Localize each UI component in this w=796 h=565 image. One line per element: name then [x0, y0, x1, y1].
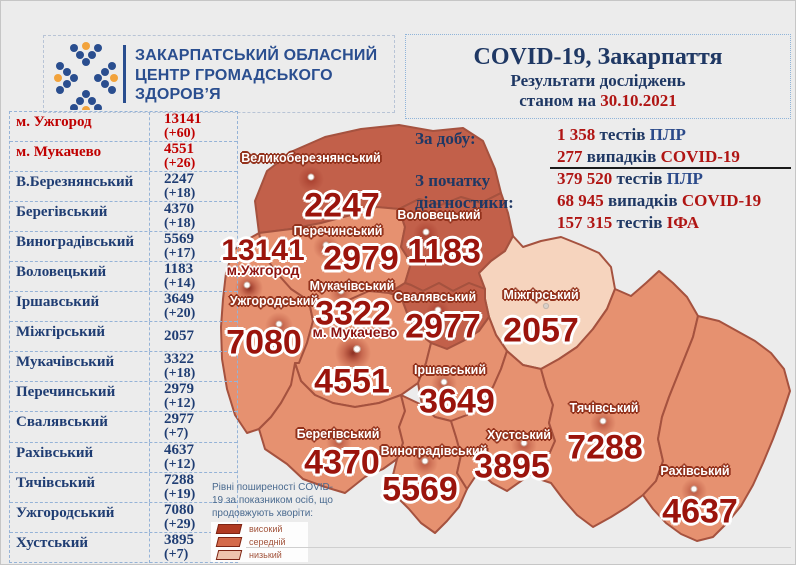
- org-name-line2: ЦЕНТР ГРОМАДСЬКОГО: [135, 66, 333, 84]
- uzhhorod-city-blob: [235, 274, 263, 302]
- report-date: 30.10.2021: [600, 90, 677, 110]
- org-logo-dots-icon: [54, 42, 118, 110]
- map-label-volovetskyi: Воловецький: [397, 208, 481, 222]
- map-value-vynohradivskyi: 5569: [382, 470, 458, 509]
- legend-item-low: низький: [215, 548, 308, 561]
- stat-line-cases-total: 68 945 випадків COVID-19: [557, 191, 762, 210]
- map-value-mukachevo-city: 4551: [314, 362, 390, 401]
- district-shape-berehivskyi: [258, 362, 406, 494]
- map-label-berehivskyi: Берегівський: [296, 427, 380, 441]
- cumulative-label-line1: З початку: [415, 171, 491, 190]
- map-label-mukachevo-city: м. Мукачево: [312, 324, 398, 340]
- table-row: Ужгородський 7080 (+29): [10, 502, 237, 533]
- logo-divider: [123, 45, 126, 103]
- legend-item-high: високий: [215, 522, 308, 535]
- district-shape-rakhivskyi: [642, 315, 791, 542]
- table-row: Воловецький 1183 (+14): [10, 262, 237, 293]
- map-value-irshavskyi: 3649: [419, 382, 495, 421]
- footer-divider: [246, 547, 791, 548]
- stat-line-cases-day: 277 випадків COVID-19: [557, 147, 740, 166]
- map-label-velykobereznianskyi: Великоберезнянський: [241, 151, 381, 165]
- map-label-mizhhirskyi: Міжгірський: [503, 288, 579, 302]
- map-label-vynohradivskyi: Виноградівський: [380, 444, 488, 458]
- map-value-uzhhorodskyi: 7080: [226, 323, 302, 362]
- map-label-uzhhorod-city: м.Ужгород: [226, 262, 300, 278]
- table-row: Мукачівський 3322 (+18): [10, 352, 237, 383]
- map-value-tiachivskyi: 7288: [567, 428, 643, 467]
- table-row: Берегівський 4370 (+18): [10, 202, 237, 233]
- table-row: Іршавський 3649 (+20): [10, 292, 237, 323]
- legend-title: Рівні поширеності COVID- 19 за показнико…: [212, 482, 334, 519]
- subtitle-line2: станом на 30.10.2021: [406, 91, 790, 111]
- map-value-rakhivskyi: 4637: [662, 492, 738, 531]
- map-label-khustskyi: Хустський: [487, 428, 551, 442]
- stat-line-pcr-day: 1 358 тестів ПЛР: [557, 125, 686, 144]
- table-row: Міжгірський 2057: [10, 322, 237, 353]
- legend-item-medium: середній: [215, 535, 308, 548]
- map-value-khustskyi: 3895: [474, 447, 550, 486]
- map-value-perechynskyi: 2979: [323, 239, 399, 278]
- table-row: В.Березнянський 2247 (+18): [10, 172, 237, 203]
- table-row: Свалявський 2977 (+7): [10, 412, 237, 443]
- table-row: Тячівський 7288 (+19): [10, 472, 237, 503]
- map-value-uzhhorod-city: 13141: [221, 234, 305, 267]
- map-label-tiachivskyi: Тячівський: [569, 401, 639, 415]
- legend-box: високий середній низький: [211, 522, 308, 562]
- subtitle-line1: Результати досліджень: [510, 71, 686, 90]
- map-value-mukachivskyi: 3322: [315, 294, 391, 333]
- district-stats-table: м. Ужгород 13141 (+60) м. Мукачево 4551 (+…: [9, 111, 238, 563]
- org-name-line3: ЗДОРОВ’Я: [135, 86, 221, 104]
- map-value-mizhhirskyi: 2057: [503, 311, 579, 350]
- settlement-dots: [243, 173, 698, 493]
- legend-swatch-medium: [215, 536, 243, 547]
- table-row: Виноградівський 5569 (+17): [10, 232, 237, 263]
- map-label-perechynskyi: Перечинський: [293, 224, 383, 238]
- table-row: Перечинський 2979 (+12): [10, 382, 237, 413]
- table-row: Рахівський 4637 (+12): [10, 442, 237, 473]
- map-value-volovetskyi: 1183: [407, 232, 481, 271]
- org-name-line1: ЗАКАРПАТСЬКИЙ ОБЛАСНИЙ: [135, 47, 378, 64]
- logo-box: [43, 35, 395, 113]
- org-name: ЗАКАРПАТСЬКИЙ ОБЛАСНИЙ ЦЕНТР ГРОМАДСЬКОГ…: [135, 46, 377, 105]
- map-label-rakhivskyi: Рахівський: [660, 464, 730, 478]
- page-title: COVID-19, Закарпаття: [473, 44, 723, 70]
- table-row: Хустський 3895 (+7): [10, 532, 237, 563]
- subtitle-prefix: станом на: [519, 90, 601, 110]
- map-label-uzhhorodskyi: Ужгородський: [229, 294, 319, 308]
- cumulative-label-line2: діагностики:: [415, 193, 514, 212]
- map-label-irshavskyi: Іршавський: [413, 363, 487, 377]
- map-value-velykobereznianskyi: 2247: [304, 186, 380, 225]
- stat-line-pcr-total: 379 520 тестів ПЛР: [557, 169, 703, 188]
- map-label-svaliavskyi: Свалявський: [393, 290, 477, 304]
- title-box: COVID-19, Закарпаття Результати дослідже…: [405, 34, 791, 119]
- stat-line-ifa-total: 157 315 тестів ІФА: [557, 213, 700, 232]
- legend-swatch-low: [215, 549, 243, 560]
- map-value-svaliavskyi: 2977: [405, 307, 481, 346]
- map-label-mukachivskyi: Мукачівський: [309, 279, 395, 293]
- mukachevo-city-blob: [335, 335, 371, 371]
- table-row: м. Ужгород 13141 (+60): [10, 112, 237, 143]
- stats-separator: [550, 167, 791, 169]
- legend-swatch-high: [215, 523, 243, 534]
- map-value-berehivskyi: 4370: [304, 443, 380, 482]
- table-row: м. Мукачево 4551 (+26): [10, 142, 237, 173]
- per-day-label: За добу:: [415, 129, 476, 148]
